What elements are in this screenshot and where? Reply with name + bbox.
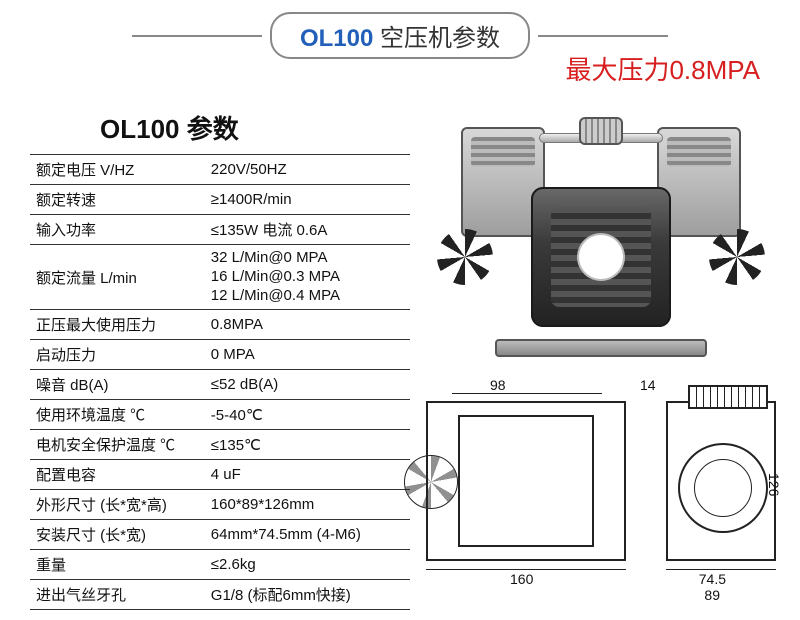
spec-panel: OL100 参数 额定电压 V/HZ220V/50HZ 额定转速≥1400R/m… <box>30 109 410 610</box>
spec-label: 安装尺寸 (长*宽) <box>30 520 205 550</box>
spec-label: 噪音 dB(A) <box>30 370 205 400</box>
dim-line-icon <box>666 569 776 570</box>
spec-label: 输入功率 <box>30 215 205 245</box>
spec-value: 0 MPA <box>205 340 410 370</box>
spec-label: 进出气丝牙孔 <box>30 580 205 610</box>
flow-line: 12 L/Min@0.4 MPA <box>211 287 404 306</box>
spec-label: 额定流量 L/min <box>30 245 205 310</box>
spec-value: 160*89*126mm <box>205 490 410 520</box>
table-row: 额定电压 V/HZ220V/50HZ <box>30 155 410 185</box>
table-row: 输入功率≤135W 电流 0.6A <box>30 215 410 245</box>
dim-label: 126 <box>766 473 782 496</box>
header-rule-right <box>538 35 668 37</box>
table-row: 额定转速≥1400R/min <box>30 185 410 215</box>
flow-line: 16 L/Min@0.3 MPA <box>211 268 404 287</box>
spec-label: 正压最大使用压力 <box>30 310 205 340</box>
motor-label-icon <box>579 235 623 279</box>
content: OL100 参数 额定电压 V/HZ220V/50HZ 额定转速≥1400R/m… <box>0 109 800 610</box>
table-row: 配置电容4 uF <box>30 460 410 490</box>
air-filter-icon <box>579 117 623 145</box>
dim-label: 160 <box>510 571 533 587</box>
right-panel: 98 160 14 126 74.5 89 <box>410 109 782 610</box>
spec-label: 额定转速 <box>30 185 205 215</box>
header-rule-left <box>132 35 262 37</box>
engineering-drawings: 98 160 14 126 74.5 89 <box>420 373 780 593</box>
spec-value: 220V/50HZ <box>205 155 410 185</box>
spec-value: ≥1400R/min <box>205 185 410 215</box>
table-row: 安装尺寸 (长*宽)64mm*74.5mm (4-M6) <box>30 520 410 550</box>
spec-value: 32 L/Min@0 MPA 16 L/Min@0.3 MPA 12 L/Min… <box>205 245 410 310</box>
spec-table: 额定电压 V/HZ220V/50HZ 额定转速≥1400R/min 输入功率≤1… <box>30 154 410 610</box>
table-row: 使用环境温度 ℃-5-40℃ <box>30 400 410 430</box>
drawing-front-view <box>426 401 626 561</box>
motor-icon <box>531 187 671 327</box>
drawing-side-view <box>666 401 776 561</box>
header-suffix: 空压机参数 <box>373 25 500 52</box>
dim-line-icon <box>426 569 626 570</box>
product-photo <box>431 109 771 369</box>
fan-left-icon <box>437 229 493 285</box>
fan-right-icon <box>709 229 765 285</box>
dim-label: 98 <box>490 377 506 393</box>
table-row: 额定流量 L/min 32 L/Min@0 MPA 16 L/Min@0.3 M… <box>30 245 410 310</box>
spec-title: OL100 参数 <box>100 109 410 146</box>
header-model: OL100 <box>300 25 373 52</box>
max-pressure-banner: 最大压力0.8MPA <box>565 50 760 87</box>
spec-label: 启动压力 <box>30 340 205 370</box>
spec-value: 0.8MPA <box>205 310 410 340</box>
spec-value: ≤2.6kg <box>205 550 410 580</box>
spec-label: 额定电压 V/HZ <box>30 155 205 185</box>
spec-label: 使用环境温度 ℃ <box>30 400 205 430</box>
drawing-fan-circle-icon <box>678 443 768 533</box>
spec-value: -5-40℃ <box>205 400 410 430</box>
table-row: 电机安全保护温度 ℃≤135℃ <box>30 430 410 460</box>
spec-value: G1/8 (标配6mm快接) <box>205 580 410 610</box>
spec-value: ≤52 dB(A) <box>205 370 410 400</box>
table-row: 重量≤2.6kg <box>30 550 410 580</box>
table-row: 启动压力0 MPA <box>30 340 410 370</box>
drawing-fan-icon <box>404 455 458 509</box>
spec-value: ≤135℃ <box>205 430 410 460</box>
table-row: 进出气丝牙孔G1/8 (标配6mm快接) <box>30 580 410 610</box>
drawing-head-icon <box>688 385 768 409</box>
spec-label: 配置电容 <box>30 460 205 490</box>
dim-label: 89 <box>704 587 720 603</box>
spec-label: 电机安全保护温度 ℃ <box>30 430 205 460</box>
table-row: 外形尺寸 (长*宽*高)160*89*126mm <box>30 490 410 520</box>
spec-value: 64mm*74.5mm (4-M6) <box>205 520 410 550</box>
table-row: 噪音 dB(A)≤52 dB(A) <box>30 370 410 400</box>
base-icon <box>495 339 707 357</box>
spec-label: 外形尺寸 (长*宽*高) <box>30 490 205 520</box>
spec-value: ≤135W 电流 0.6A <box>205 215 410 245</box>
header-title: OL100 空压机参数 <box>270 12 530 59</box>
dim-label: 14 <box>640 377 656 393</box>
flow-line: 32 L/Min@0 MPA <box>211 249 404 268</box>
dim-line-icon <box>452 393 602 394</box>
table-row: 正压最大使用压力0.8MPA <box>30 310 410 340</box>
dim-label: 74.5 <box>699 571 726 587</box>
spec-label: 重量 <box>30 550 205 580</box>
spec-value: 4 uF <box>205 460 410 490</box>
